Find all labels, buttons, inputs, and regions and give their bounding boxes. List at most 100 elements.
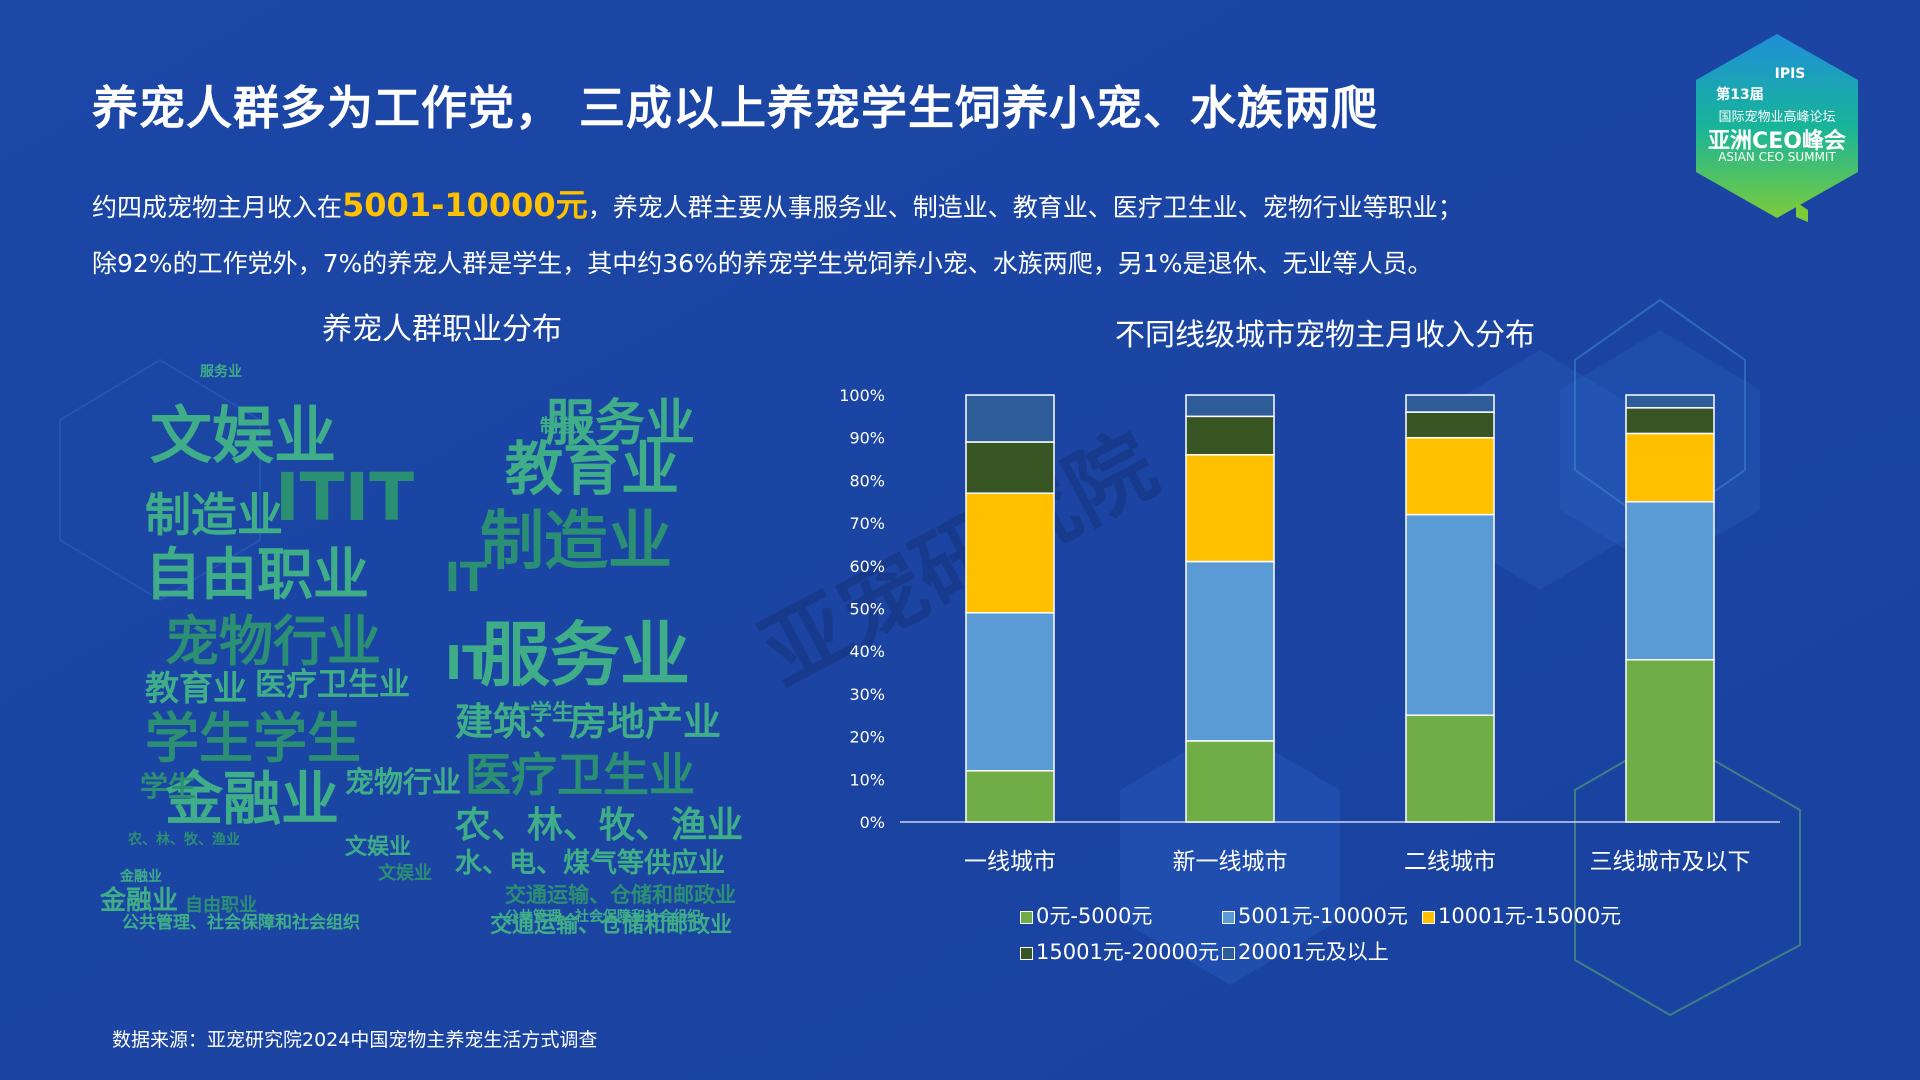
y-tick-label: 90% xyxy=(849,429,885,448)
y-tick-label: 50% xyxy=(849,600,885,619)
legend-swatch xyxy=(1222,946,1235,960)
wordcloud-word: 制造业 xyxy=(540,416,594,437)
wordcloud-word: IT xyxy=(445,636,494,690)
wordcloud-word: 金融业 xyxy=(120,869,162,885)
badge-session: 第13届 xyxy=(1716,87,1764,103)
legend-item: 10001元-15000元 xyxy=(1422,900,1621,930)
bar-segment xyxy=(1405,411,1495,439)
bar-segment xyxy=(965,770,1055,823)
y-tick-label: 100% xyxy=(839,386,885,405)
bar-segment xyxy=(1185,394,1275,418)
wordcloud-word: 文娱业 xyxy=(150,399,337,472)
y-tick-label: 40% xyxy=(849,642,885,661)
y-tick-label: 20% xyxy=(849,728,885,747)
bar-segment xyxy=(965,492,1055,614)
legend-swatch xyxy=(1422,910,1435,924)
bar-segment xyxy=(1405,513,1495,716)
legend-item: 5001元-10000元 xyxy=(1222,900,1408,930)
bar-segment xyxy=(965,394,1055,443)
wordcloud-word: 服务业 xyxy=(200,364,242,380)
badge-name: 亚洲CEO峰会 xyxy=(1708,129,1846,154)
y-tick-label: 0% xyxy=(860,813,885,832)
legend-item: 0元-5000元 xyxy=(1020,900,1152,930)
badge-logo-text: IPIS xyxy=(1774,66,1806,82)
bar-segment xyxy=(1625,394,1715,409)
bar-segment xyxy=(965,612,1055,772)
wordcloud-word: 制造业 xyxy=(480,505,672,579)
x-category-label: 二线城市 xyxy=(1404,849,1496,875)
bar-segment xyxy=(1625,501,1715,661)
description-line-1-post: ，养宠人群主要从事服务业、制造业、教育业、医疗卫生业、宠物行业等职业； xyxy=(587,193,1463,222)
wordcloud-word: 文娱业 xyxy=(345,835,412,860)
badge-forum: 国际宠物业高峰论坛 xyxy=(1718,110,1836,125)
y-tick-label: 80% xyxy=(849,471,885,490)
wordcloud-word: 公共管理、社会保障和社会组织 xyxy=(122,913,360,933)
wordcloud-word: 学生学生 xyxy=(145,707,361,770)
wordcloud-word: 宠物行业 xyxy=(165,610,381,673)
wordcloud-word: 制造业 xyxy=(145,488,283,542)
y-tick-label: 10% xyxy=(849,770,885,789)
wordcloud-word: 农、林、牧、渔业 xyxy=(128,832,240,848)
legend-item: 15001元-20000元 xyxy=(1020,936,1219,966)
wordcloud-word: ITIT xyxy=(275,459,415,536)
summit-logo-badge xyxy=(1696,34,1858,222)
x-category-label: 三线城市及以下 xyxy=(1590,849,1751,875)
wordcloud-word: 建筑、房地产业 xyxy=(455,700,722,744)
wordcloud-word: 文娱业 xyxy=(378,863,432,884)
wordcloud-word: 自由职业 xyxy=(185,895,257,916)
wordcloud-word: 自由职业 xyxy=(145,543,369,608)
chart-title: 不同线级城市宠物主月收入分布 xyxy=(1115,318,1535,353)
wordcloud-word: 农、林、牧、渔业 xyxy=(455,805,744,846)
wordcloud-word: 公共管理、社会保障和社会组织 xyxy=(505,909,701,925)
wordcloud-word: 服务业 xyxy=(480,614,690,696)
wordcloud-word: 学生 xyxy=(530,701,575,726)
badge-english: ASIAN CEO SUMMIT xyxy=(1718,150,1836,164)
wordcloud-word: 交通运输、仓储和邮政业 xyxy=(505,883,736,907)
description-line-2: 除92%的工作党外，7%的养宠人群是学生，其中约36%的养宠学生党饲养小宠、水族… xyxy=(92,249,1433,278)
wordcloud-word: 交通运输、仓储和邮政业 xyxy=(490,913,733,938)
wordcloud-word: 金融业 xyxy=(165,765,340,833)
bar-segment xyxy=(1405,714,1495,823)
wordcloud-word: 教育业 xyxy=(145,669,247,709)
legend-label: 10001元-15000元 xyxy=(1438,904,1622,928)
bar-segment xyxy=(1185,454,1275,563)
y-tick-label: 30% xyxy=(849,685,885,704)
description-line-1: 约四成宠物主月收入在5001-10000元，养宠人群主要从事服务业、制造业、教育… xyxy=(92,180,1463,226)
page-title: 养宠人群多为工作党， 三成以上养宠学生饲养小宠、水族两爬 xyxy=(92,81,1379,135)
y-tick-label: 60% xyxy=(849,557,885,576)
data-source-footer: 数据来源：亚宠研究院2024中国宠物主养宠生活方式调查 xyxy=(112,1029,598,1051)
x-category-label: 新一线城市 xyxy=(1173,849,1288,875)
legend-swatch xyxy=(1020,910,1033,924)
x-category-label: 一线城市 xyxy=(964,849,1056,875)
legend-item: 20001元及以上 xyxy=(1222,936,1389,966)
bar-segment xyxy=(1625,432,1715,503)
legend-label: 0元-5000元 xyxy=(1036,904,1153,928)
wordcloud-word: 宠物行业 xyxy=(345,765,462,799)
legend-label: 20001元及以上 xyxy=(1238,940,1389,964)
bar-segment xyxy=(1405,394,1495,413)
bar-segment xyxy=(1185,740,1275,823)
wordcloud-title: 养宠人群职业分布 xyxy=(322,312,562,347)
wordcloud-word: IT xyxy=(445,555,488,601)
legend-swatch xyxy=(1020,946,1033,960)
legend-label: 5001元-10000元 xyxy=(1238,904,1408,928)
bar-segment xyxy=(1185,415,1275,456)
wordcloud-word: 服务业 xyxy=(545,394,695,452)
bar-segment xyxy=(1405,436,1495,516)
bar-segment xyxy=(1625,407,1715,435)
bar-segment xyxy=(965,441,1055,494)
legend-swatch xyxy=(1222,910,1235,924)
description-highlight: 5001-10000元 xyxy=(342,186,588,224)
wordcloud-word: 金融业 xyxy=(100,886,179,916)
wordcloud-word: 教育业 xyxy=(505,435,680,503)
bar-segment xyxy=(1185,560,1275,742)
wordcloud-word: 医疗卫生业 xyxy=(465,748,695,802)
wordcloud-word: 学生 xyxy=(140,770,197,803)
wordcloud-word: 水、电、煤气等供应业 xyxy=(455,848,725,879)
wordcloud-word: 医疗卫生业 xyxy=(255,667,410,703)
legend-label: 15001元-20000元 xyxy=(1036,940,1220,964)
description-line-1-pre: 约四成宠物主月收入在 xyxy=(92,193,343,222)
bar-segment xyxy=(1625,658,1715,823)
